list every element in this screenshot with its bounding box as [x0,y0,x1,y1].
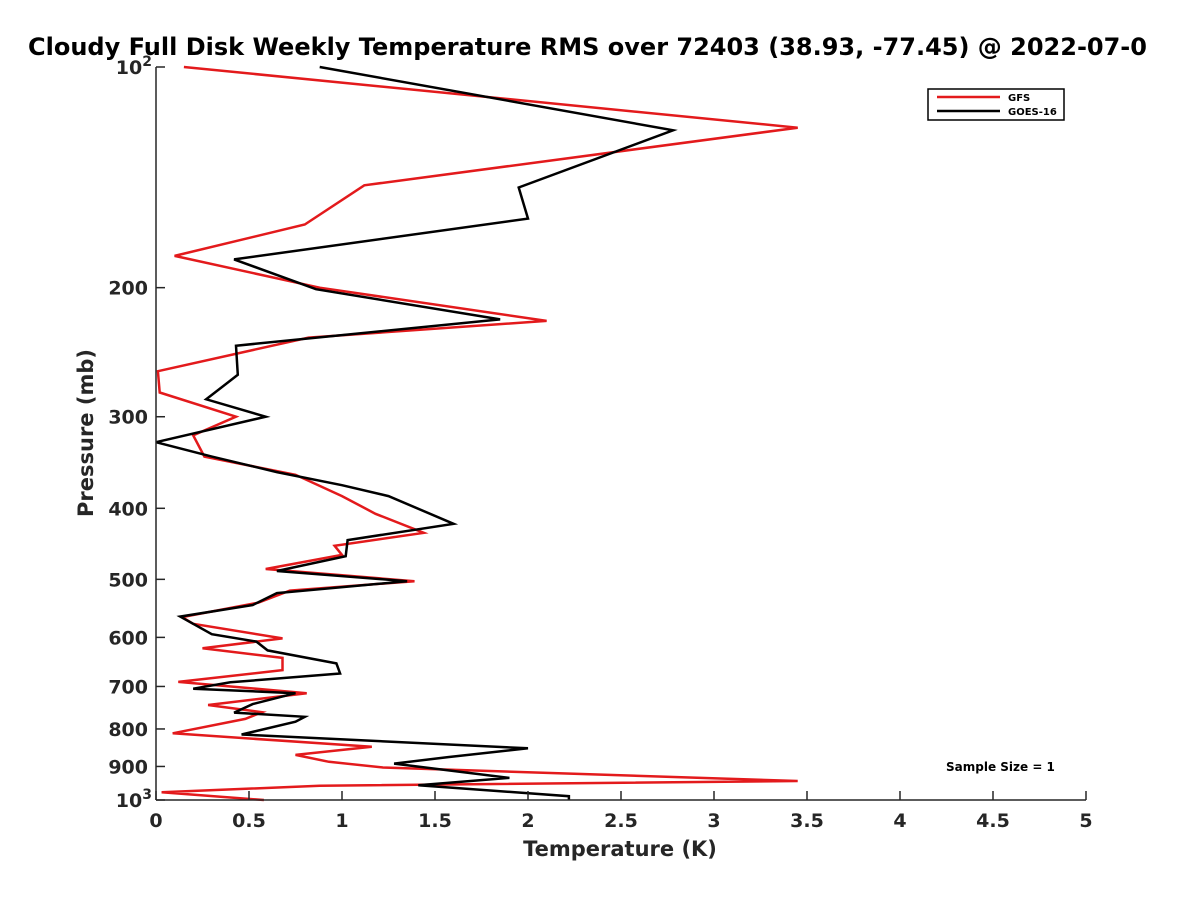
x-tick-label: 5 [1079,810,1092,832]
y-tick-label: 600 [108,627,148,649]
y-tick-label: 200 [108,278,148,300]
x-axis: 0 0.5 1 1.5 2 2.5 3 3.5 4 4.5 5 [149,791,1093,832]
x-tick-label: 3.5 [790,810,824,832]
y-tick-label: 103 [116,787,152,812]
x-tick-label: 0.5 [232,810,266,832]
y-tick-label: 800 [108,719,148,741]
x-tick-label: 3 [707,810,720,832]
legend-entry-gfs: GFS [1008,93,1030,104]
legend-box [927,88,1065,121]
legend: GFS GOES-16 [927,88,1065,121]
y-tick-label: 500 [108,569,148,591]
y-tick-label: 900 [108,756,148,778]
x-tick-label: 4 [893,810,906,832]
chart-title: Cloudy Full Disk Weekly Temperature RMS … [28,33,1147,61]
y-tick-label: 400 [108,498,148,520]
series-line-gfs [156,65,798,802]
y-axis-label: Pressure (mb) [74,349,98,517]
x-tick-label: 2 [521,810,534,832]
sample-size-annotation: Sample Size = 1 [946,760,1055,774]
x-axis-label: Temperature (K) [523,837,717,861]
plot-area [155,65,1086,802]
y-tick-label: 102 [116,54,152,79]
x-tick-label: 1.5 [418,810,452,832]
y-tick-label: 700 [108,676,148,698]
legend-entry-goes16: GOES-16 [1008,107,1057,118]
x-tick-label: 0 [149,810,162,832]
x-tick-label: 2.5 [604,810,638,832]
x-tick-label: 1 [335,810,348,832]
y-axis: 102 200 300 400 500 600 700 800 900 103 [108,54,165,812]
y-tick-label: 300 [108,407,148,429]
x-tick-label: 4.5 [976,810,1010,832]
series-line-goes16 [155,65,678,800]
